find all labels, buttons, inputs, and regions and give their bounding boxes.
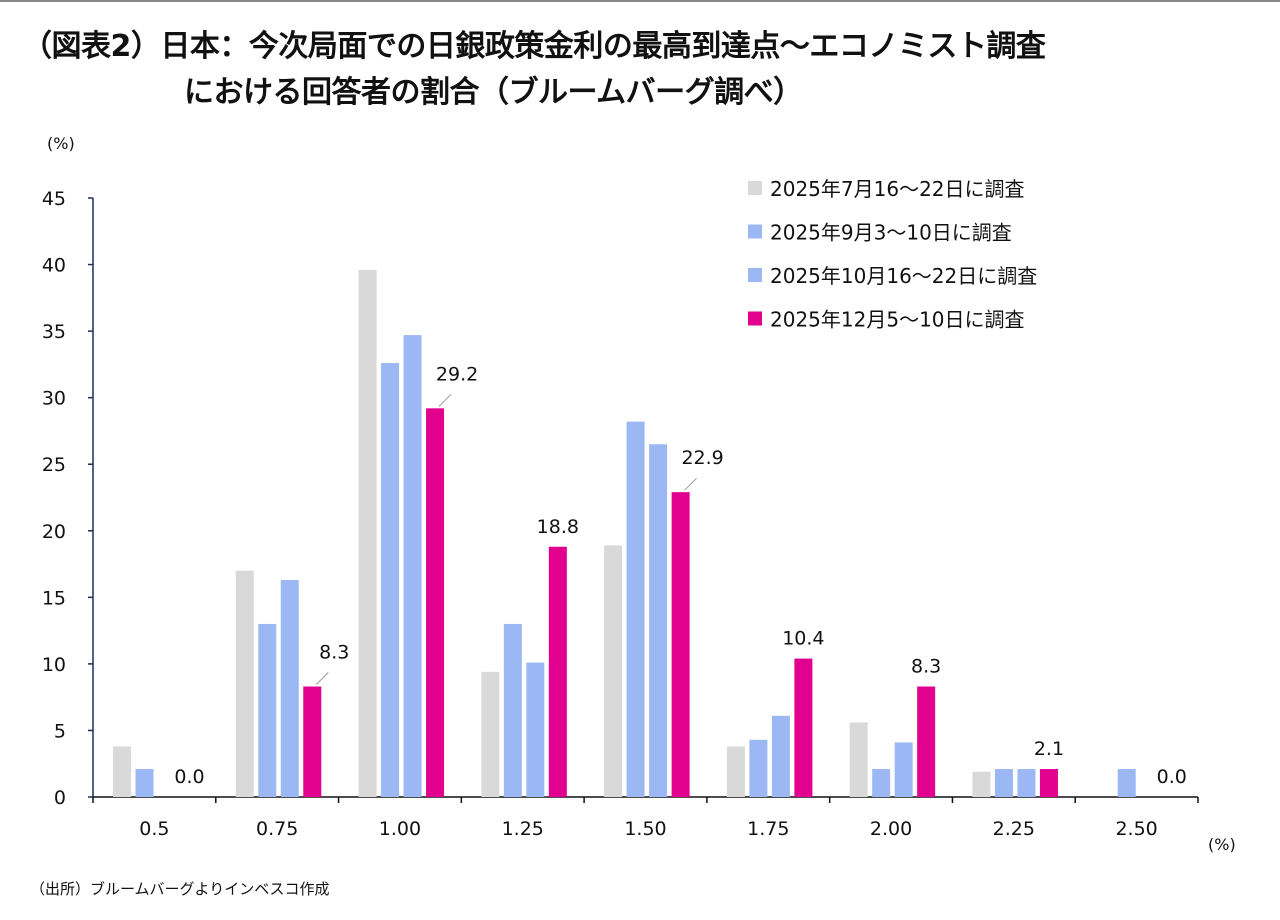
bar [1017,769,1036,797]
title-line-2: における回答者の割合（ブルームバーグ調べ） [184,75,803,110]
legend-label: 2025年7月16～22日に調査 [770,177,1025,201]
legend-label: 2025年9月3～10日に調査 [770,221,1012,245]
y-axis-unit: (%) [47,134,75,153]
bar [403,335,422,797]
x-tick-label: 2.50 [1115,818,1157,840]
bar [1117,769,1136,797]
x-tick-label: 2.25 [993,818,1035,840]
legend-label: 2025年10月16～22日に調査 [770,264,1037,288]
bar [235,570,254,797]
data-label: 18.8 [537,516,579,538]
data-label: 0.0 [174,766,204,788]
legend-label: 2025年12月5～10日に調査 [770,308,1025,332]
label-leader-line [315,672,329,685]
x-tick-label: 1.50 [624,818,666,840]
y-tick-label: 0 [54,787,66,809]
bar [426,408,445,797]
bar [649,444,668,797]
bar [671,492,690,797]
y-tick-label: 5 [54,720,66,742]
title-line-1: （図表2）日本：今次局面での日銀政策金利の最高到達点～エコノミスト調査 [22,29,1046,64]
bar [258,623,277,797]
bar [135,769,154,797]
y-tick-label: 10 [42,654,66,676]
data-label: 8.3 [911,656,941,678]
legend-swatch [748,311,762,326]
y-tick-label: 45 [42,188,66,210]
data-label: 29.2 [436,363,478,385]
bar [626,421,645,797]
bar [872,769,891,797]
y-tick-label: 40 [42,255,66,277]
x-axis-unit: (%) [1208,835,1236,854]
bar [526,662,545,797]
bar [771,715,790,797]
legend-swatch [748,268,762,282]
bar [548,546,567,797]
bar [726,746,745,797]
label-leader-line [684,477,697,491]
chart-title: （図表2）日本：今次局面での日銀政策金利の最高到達点～エコノミスト調査 における… [22,24,1046,116]
data-label: 2.1 [1034,738,1064,760]
y-tick-label: 20 [42,521,66,543]
bar [972,771,991,797]
bar [917,686,936,797]
bar [994,769,1013,797]
data-label: 10.4 [782,628,824,650]
source-note: （出所）ブルームバーグよりインベスコ作成 [30,880,330,898]
x-tick-label: 1.00 [379,818,421,840]
x-tick-label: 1.75 [747,818,789,840]
bar [894,742,913,797]
bar [604,545,623,797]
label-leader-line [438,393,452,407]
bar [303,686,322,797]
legend-swatch [748,181,762,195]
data-label: 22.9 [681,447,723,469]
y-tick-label: 30 [42,388,66,410]
data-label: 8.3 [319,642,349,664]
bar [749,739,768,797]
bar [1039,769,1058,797]
bar [358,269,377,797]
y-tick-label: 25 [42,454,66,476]
bar [381,363,400,797]
x-tick-label: 0.75 [256,818,298,840]
top-border [0,0,1280,2]
x-tick-label: 0.5 [139,818,169,840]
y-tick-label: 15 [42,587,66,609]
bar [280,580,299,797]
bar [849,722,868,797]
data-label: 0.0 [1157,766,1187,788]
x-tick-label: 2.00 [870,818,912,840]
bar [794,658,813,797]
y-tick-label: 35 [42,321,66,343]
x-tick-label: 1.25 [502,818,544,840]
bar [503,623,522,797]
legend-swatch [748,224,762,239]
bar [113,746,131,797]
bar [481,671,500,797]
